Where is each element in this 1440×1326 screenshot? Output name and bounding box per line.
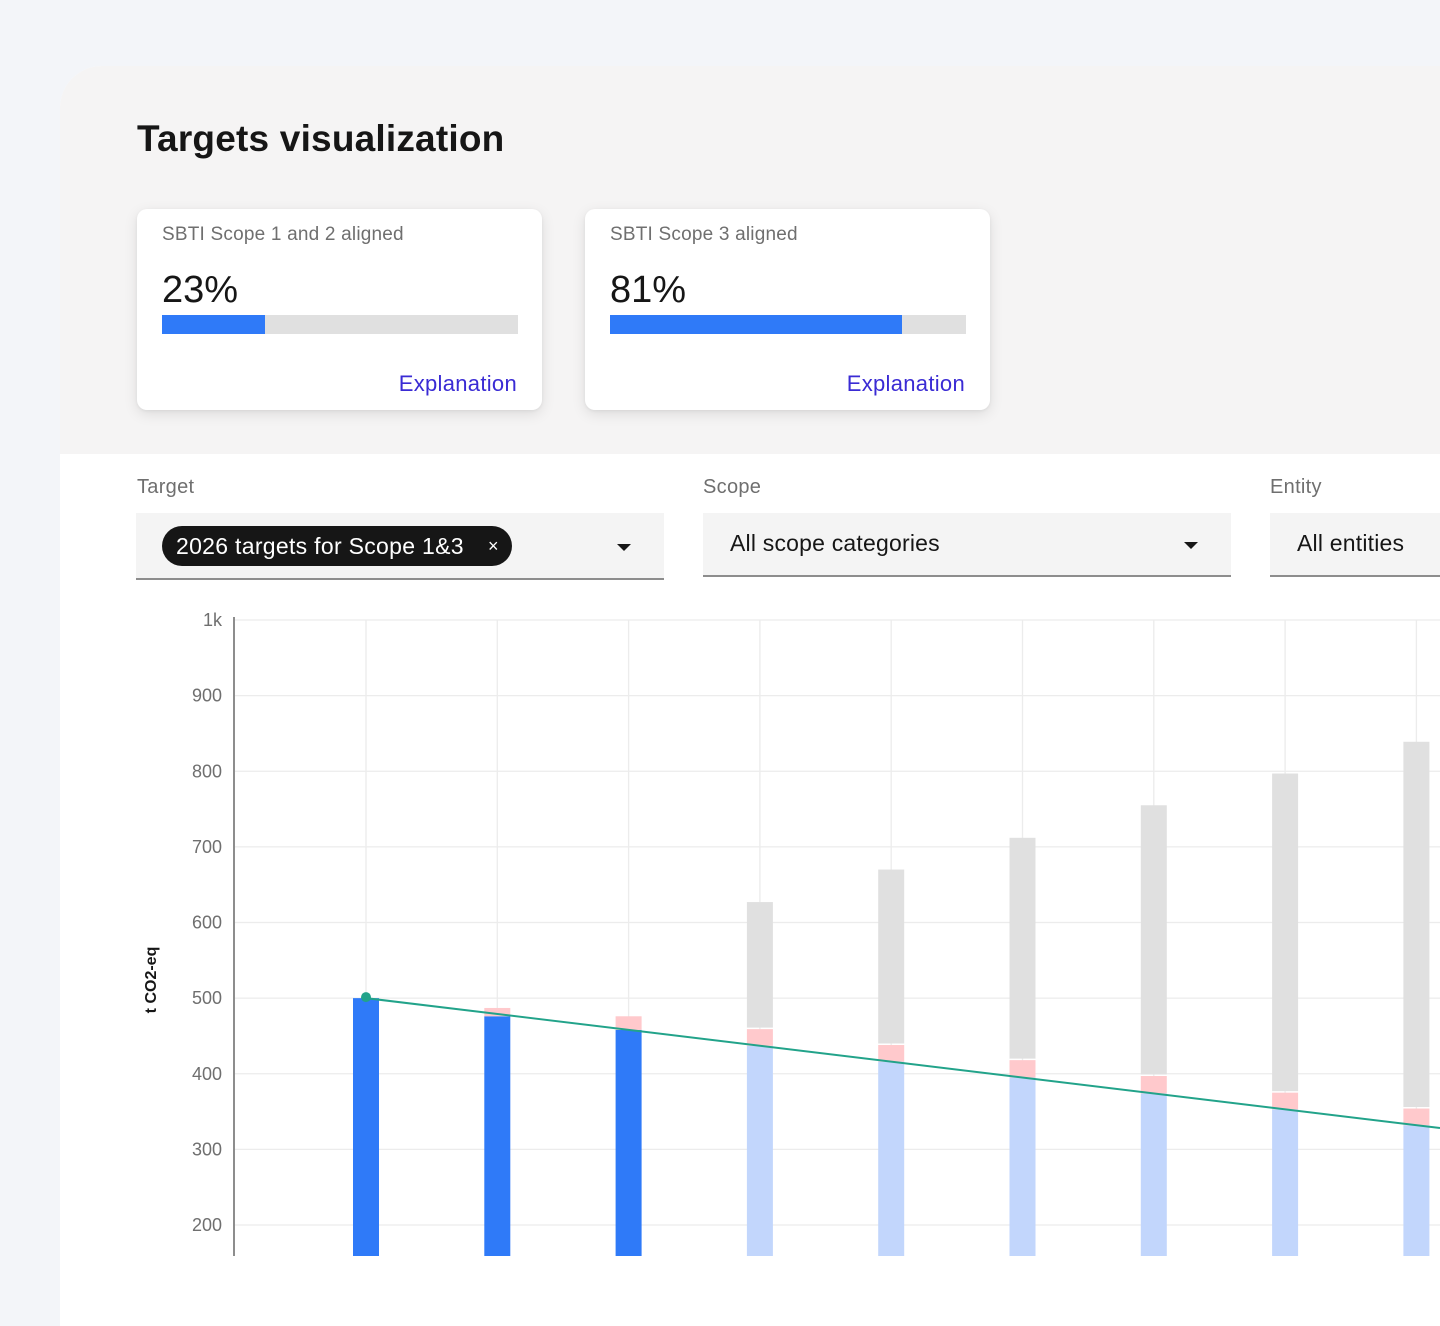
bar-gap <box>746 1029 773 1046</box>
bar-forecast <box>878 869 905 1044</box>
card-value: 81% <box>610 269 687 311</box>
bar-gap <box>1272 1092 1299 1110</box>
chevron-down-icon[interactable] <box>1184 542 1198 549</box>
bar-forecast <box>1272 773 1299 1092</box>
explanation-link[interactable]: Explanation <box>398 371 517 396</box>
target-dropdown[interactable]: 2026 targets for Scope 1&3 × <box>136 513 664 580</box>
y-tick-label: 900 <box>192 686 222 706</box>
entity-dropdown-value: All entities <box>1297 530 1405 556</box>
bar-base <box>353 998 379 1256</box>
emissions-chart: 1k 900 800 700 600 500 400 300 200 t CO2-eq <box>143 610 1440 1256</box>
y-axis-title: t CO2-eq <box>143 947 160 1014</box>
target-tag: 2026 targets for Scope 1&3 × <box>162 526 512 566</box>
card-label: SBTI Scope 3 aligned <box>610 224 798 245</box>
scope-dropdown-value: All scope categories <box>730 530 940 556</box>
bar-gap <box>878 1045 905 1062</box>
scope-filter-label: Scope <box>703 476 762 498</box>
bar-gap <box>1009 1060 1036 1078</box>
bar-gap <box>1403 1108 1430 1126</box>
target-start-point <box>361 992 371 1003</box>
y-tick-label: 1k <box>203 610 223 630</box>
bar-base <box>1140 1093 1167 1256</box>
card-value: 23% <box>162 269 239 311</box>
bar-base <box>484 1016 511 1256</box>
chevron-down-icon[interactable] <box>617 544 631 551</box>
bar-forecast <box>1009 837 1036 1059</box>
entity-dropdown[interactable]: All entities <box>1270 513 1440 577</box>
y-tick-label: 700 <box>192 837 222 857</box>
scope-1-2-card: SBTI Scope 1 and 2 aligned 23% Explanati… <box>137 209 542 410</box>
progress-bar <box>162 315 518 334</box>
bar-base <box>1009 1077 1036 1256</box>
bar-base <box>878 1061 905 1256</box>
bar-forecast <box>746 902 773 1028</box>
y-tick-label: 500 <box>192 988 222 1008</box>
bar-gap <box>1140 1076 1167 1094</box>
y-tick-label: 300 <box>192 1139 222 1159</box>
scope-3-card: SBTI Scope 3 aligned 81% Explanation <box>585 209 990 410</box>
y-tick-label: 800 <box>192 761 222 781</box>
entity-filter-label: Entity <box>1270 476 1322 498</box>
target-filter-label: Target <box>137 476 195 498</box>
bar-gap <box>484 1007 511 1017</box>
target-line <box>365 997 1440 1130</box>
progress-fill <box>610 315 902 334</box>
progress-bar <box>610 315 966 334</box>
y-tick-label: 200 <box>192 1215 222 1235</box>
progress-fill <box>162 315 266 334</box>
scope-dropdown[interactable]: All scope categories <box>703 513 1231 577</box>
card-label: SBTI Scope 1 and 2 aligned <box>162 224 404 245</box>
page-title: Targets visualization <box>137 118 505 159</box>
header-band: Targets visualization SBTI Scope 1 and 2… <box>60 66 1440 454</box>
y-tick-label: 600 <box>192 913 222 933</box>
explanation-link[interactable]: Explanation <box>846 371 965 396</box>
bar-gap <box>615 1016 642 1030</box>
target-tag-label: 2026 targets for Scope 1&3 <box>176 533 464 559</box>
bar-base <box>615 1029 642 1256</box>
close-icon[interactable]: × <box>488 536 499 556</box>
bar-forecast <box>1140 805 1167 1075</box>
bar-base <box>1272 1109 1299 1256</box>
y-tick-label: 400 <box>192 1064 222 1084</box>
bar-base <box>1403 1125 1430 1256</box>
bar-base <box>746 1045 773 1256</box>
bar-forecast <box>1403 741 1430 1108</box>
